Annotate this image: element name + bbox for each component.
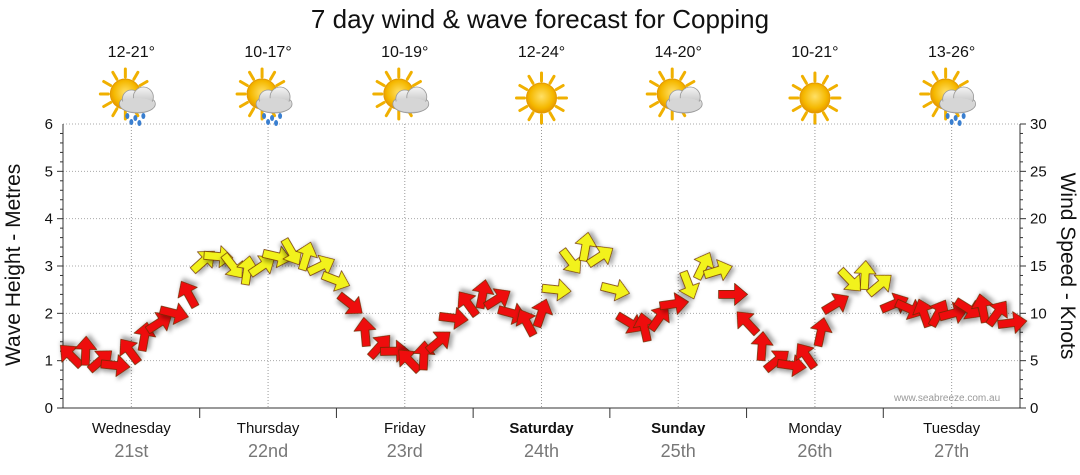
- chart-title: 7 day wind & wave forecast for Copping: [310, 4, 770, 34]
- wind-arrow: [795, 343, 818, 371]
- day-date: 21st: [114, 441, 149, 461]
- day-name: Wednesday: [91, 420, 171, 437]
- wind-arrow: [336, 291, 363, 315]
- day-date: 22nd: [248, 441, 289, 461]
- day-temperature: 14-20°: [654, 44, 702, 61]
- wind-arrow: [702, 259, 733, 281]
- y-right-tick-label: 0: [1030, 400, 1038, 417]
- day-date: 26th: [797, 441, 833, 461]
- wind-arrow: [985, 300, 1008, 328]
- wind-arrow: [457, 291, 480, 318]
- wind-arrow: [776, 354, 807, 377]
- sun-cloud-icon: [372, 67, 430, 121]
- y-left-tick-label: 5: [45, 163, 53, 180]
- wind-arrow: [736, 311, 761, 337]
- wind-arrow: [531, 298, 553, 329]
- wind-arrow: [144, 312, 173, 335]
- wind-arrow: [600, 279, 630, 302]
- wind-arrow: [438, 307, 469, 330]
- chart-grid: [63, 123, 1020, 408]
- wind-arrow: [997, 311, 1028, 334]
- day-name: Sunday: [651, 420, 706, 437]
- wind-arrow: [750, 331, 774, 362]
- wind-arrow: [367, 335, 391, 360]
- wind-arrow: [586, 245, 614, 268]
- wind-arrow: [659, 292, 690, 315]
- wind-arrow: [837, 267, 862, 292]
- wind-arrow: [615, 311, 643, 334]
- day-date: 23rd: [386, 441, 423, 461]
- wind-arrow: [320, 270, 351, 292]
- wind-arrow: [515, 309, 538, 338]
- y-right-tick-label: 25: [1030, 163, 1047, 180]
- sun-cloud-rain-icon: [235, 67, 293, 126]
- wind-arrow: [158, 302, 189, 325]
- wind-arrow: [678, 270, 700, 300]
- sun-cloud-rain-icon: [98, 67, 156, 126]
- y-right-tick-label: 15: [1030, 258, 1047, 275]
- wind-arrow: [541, 278, 572, 302]
- wind-arrow: [853, 260, 877, 291]
- wind-arrow: [236, 255, 259, 286]
- weather-icons: [98, 67, 977, 126]
- y-right-tick-label: 5: [1030, 353, 1038, 370]
- y-left-tick-label: 2: [45, 305, 53, 322]
- wind-arrow: [189, 250, 215, 274]
- wind-arrow: [261, 245, 292, 269]
- day-date: 27th: [934, 441, 970, 461]
- y-right-tick-label: 30: [1030, 116, 1047, 133]
- y-left-tick-label: 3: [45, 258, 53, 275]
- wind-arrow: [894, 298, 924, 320]
- day-date: 24th: [523, 441, 560, 461]
- y-left-tick-label: 1: [45, 353, 53, 370]
- sun-cloud-rain-icon: [919, 67, 977, 126]
- watermark: www.seabreeze.com.au: [894, 393, 1001, 404]
- wind-arrow: [247, 255, 275, 278]
- wind-arrow: [558, 247, 582, 274]
- wind-arrow: [119, 338, 142, 366]
- wind-arrow: [821, 293, 849, 315]
- y-left-tick-label: 4: [45, 211, 53, 228]
- day-temperature: 10-21°: [791, 44, 839, 61]
- day-name: Friday: [383, 420, 426, 437]
- day-temperature: 12-21°: [107, 44, 155, 61]
- y-right-tick-label: 10: [1030, 305, 1047, 322]
- wind-arrow: [693, 252, 715, 281]
- wind-arrow: [177, 280, 200, 309]
- wind-arrow: [74, 335, 98, 366]
- day-temperature: 10-19°: [381, 44, 429, 61]
- wind-arrow: [220, 252, 243, 279]
- day-name: Saturday: [509, 420, 574, 437]
- wind-arrow: [810, 317, 833, 348]
- day-temperature: 10-17°: [244, 44, 292, 61]
- y-left-tick-label: 0: [45, 400, 53, 417]
- wind-arrow: [718, 283, 748, 306]
- wind-arrow: [100, 354, 131, 377]
- y-right-tick-label: 20: [1030, 211, 1047, 228]
- day-date: 25th: [660, 441, 696, 461]
- wind-arrow: [953, 297, 981, 320]
- day-name: Tuesday: [923, 420, 981, 437]
- wind-arrows: [60, 231, 1028, 377]
- day-name: Monday: [788, 420, 842, 437]
- wind-arrow: [763, 350, 789, 373]
- wind-arrow: [866, 274, 892, 298]
- wind-arrow: [632, 312, 656, 343]
- wind-arrow: [424, 331, 451, 355]
- sun-icon: [515, 71, 568, 125]
- wind-arrow: [86, 350, 113, 374]
- wind-arrow: [306, 254, 335, 277]
- day-temperature: 12-24°: [517, 44, 566, 61]
- wind-arrow: [353, 317, 377, 347]
- y-left-tick-label: 6: [45, 116, 53, 133]
- sun-cloud-icon: [645, 67, 703, 121]
- sun-icon: [788, 71, 842, 125]
- wind-arrow: [647, 305, 670, 333]
- day-name: Thursday: [236, 420, 300, 437]
- wind-arrow: [483, 288, 511, 311]
- wind-arrow: [471, 279, 495, 310]
- wind-arrow: [574, 231, 598, 262]
- day-temperature: 13-26°: [927, 44, 976, 61]
